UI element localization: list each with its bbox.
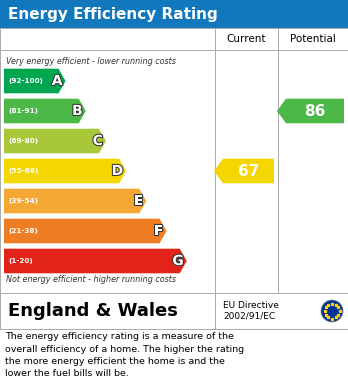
Polygon shape	[4, 189, 147, 213]
Text: Energy Efficiency Rating: Energy Efficiency Rating	[8, 7, 218, 22]
Text: EU Directive
2002/91/EC: EU Directive 2002/91/EC	[223, 301, 279, 321]
Text: (21-38): (21-38)	[8, 228, 38, 234]
Text: England & Wales: England & Wales	[8, 302, 178, 320]
Polygon shape	[214, 159, 274, 183]
Text: Potential: Potential	[290, 34, 336, 44]
Circle shape	[321, 300, 343, 322]
Text: (39-54): (39-54)	[8, 198, 38, 204]
Text: F: F	[154, 224, 164, 238]
Text: Current: Current	[227, 34, 266, 44]
Text: Very energy efficient - lower running costs: Very energy efficient - lower running co…	[6, 57, 176, 66]
Text: (1-20): (1-20)	[8, 258, 33, 264]
Text: G: G	[172, 254, 184, 268]
Text: C: C	[93, 134, 103, 148]
Text: E: E	[134, 194, 143, 208]
Text: Not energy efficient - higher running costs: Not energy efficient - higher running co…	[6, 276, 176, 285]
Polygon shape	[4, 99, 86, 123]
Text: (55-68): (55-68)	[8, 168, 38, 174]
Text: 86: 86	[304, 104, 326, 118]
Text: (92-100): (92-100)	[8, 78, 43, 84]
Polygon shape	[4, 159, 126, 183]
Text: B: B	[72, 104, 83, 118]
Bar	[0, 28, 348, 293]
Polygon shape	[4, 69, 65, 93]
Polygon shape	[277, 99, 344, 123]
Text: D: D	[112, 164, 123, 178]
Text: (81-91): (81-91)	[8, 108, 38, 114]
Bar	[0, 0, 348, 28]
Text: (69-80): (69-80)	[8, 138, 38, 144]
Text: A: A	[52, 74, 63, 88]
Bar	[0, 293, 348, 329]
Text: 67: 67	[238, 163, 259, 179]
Polygon shape	[4, 219, 167, 243]
Text: The energy efficiency rating is a measure of the
overall efficiency of a home. T: The energy efficiency rating is a measur…	[5, 332, 244, 378]
Polygon shape	[4, 249, 187, 273]
Polygon shape	[4, 129, 106, 153]
